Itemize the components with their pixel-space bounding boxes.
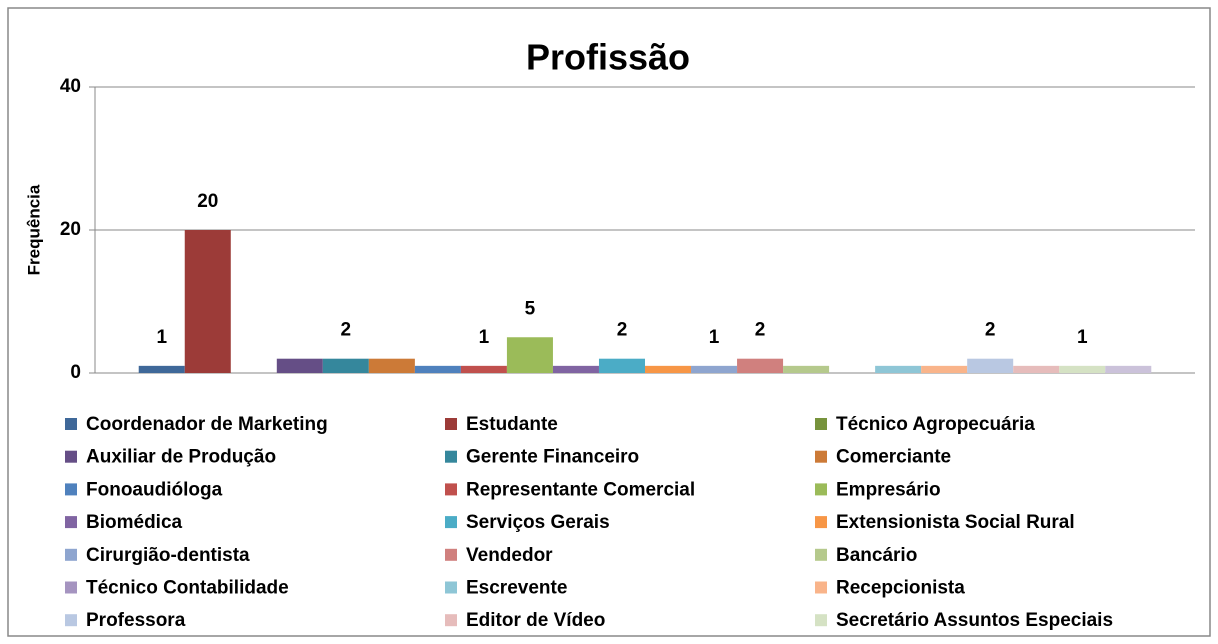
legend-swatch bbox=[445, 483, 457, 496]
legend-swatch bbox=[65, 450, 77, 463]
legend-swatch bbox=[815, 548, 827, 561]
legend-swatch bbox=[815, 483, 827, 496]
legend-label: Secretário Assuntos Especiais bbox=[836, 610, 1113, 631]
legend-swatch bbox=[815, 418, 827, 430]
y-tick-label: 0 bbox=[70, 362, 81, 383]
data-label: 2 bbox=[985, 320, 996, 341]
legend-swatch bbox=[445, 418, 457, 430]
y-tick-label: 20 bbox=[60, 219, 81, 240]
legend-label: Recepcionista bbox=[836, 578, 965, 599]
bar bbox=[552, 365, 599, 373]
bar bbox=[921, 365, 968, 373]
legend-label: Auxiliar de Produção bbox=[86, 447, 276, 468]
bar bbox=[598, 358, 645, 373]
legend-swatch bbox=[65, 516, 77, 529]
bar bbox=[737, 358, 784, 373]
legend-label: Técnico Agropecuária bbox=[836, 414, 1035, 435]
legend-swatch bbox=[815, 581, 827, 594]
legend-label: Gerente Financeiro bbox=[466, 447, 639, 468]
y-tick-label: 40 bbox=[60, 76, 81, 97]
legend-swatch bbox=[445, 581, 457, 594]
bar bbox=[414, 365, 461, 373]
data-label: 20 bbox=[197, 191, 218, 212]
legend-swatch bbox=[815, 516, 827, 529]
bar bbox=[1105, 365, 1152, 373]
legend-label: Cirurgião-dentista bbox=[86, 545, 250, 566]
legend-swatch bbox=[445, 450, 457, 463]
legend-swatch bbox=[815, 614, 827, 627]
legend-swatch bbox=[65, 581, 77, 594]
legend-label: Serviços Gerais bbox=[466, 512, 610, 533]
legend-swatch bbox=[65, 548, 77, 561]
legend-label: Editor de Vídeo bbox=[466, 610, 605, 631]
legend-label: Estudante bbox=[466, 414, 558, 435]
legend-label: Comerciante bbox=[836, 447, 951, 468]
data-label: 2 bbox=[341, 320, 352, 341]
bar bbox=[1059, 365, 1106, 373]
legend-swatch bbox=[65, 614, 77, 627]
bar bbox=[322, 358, 369, 373]
legend-label: Fonoaudióloga bbox=[86, 479, 223, 500]
data-label: 1 bbox=[156, 327, 167, 348]
legend-label: Bancário bbox=[836, 545, 917, 566]
legend-label: Técnico Contabilidade bbox=[86, 578, 289, 599]
bar bbox=[691, 365, 738, 373]
bar bbox=[783, 365, 830, 373]
data-label: 1 bbox=[709, 327, 720, 348]
legend-label: Escrevente bbox=[466, 578, 567, 599]
bar bbox=[368, 358, 415, 373]
data-label: 5 bbox=[525, 298, 536, 319]
bar bbox=[967, 358, 1014, 373]
legend-label: Coordenador de Marketing bbox=[86, 414, 328, 435]
legend-swatch bbox=[445, 516, 457, 529]
data-label: 1 bbox=[1077, 327, 1088, 348]
bar bbox=[1013, 365, 1060, 373]
legend-label: Extensionista Social Rural bbox=[836, 512, 1075, 533]
bar bbox=[276, 358, 323, 373]
data-label: 2 bbox=[755, 320, 766, 341]
legend-swatch bbox=[445, 614, 457, 627]
bar bbox=[138, 365, 185, 373]
legend-swatch bbox=[65, 483, 77, 496]
legend-label: Representante Comercial bbox=[466, 479, 695, 500]
y-axis-label: Frequência bbox=[24, 184, 43, 275]
legend-label: Biomédica bbox=[86, 512, 183, 533]
bar bbox=[460, 365, 507, 373]
bar bbox=[645, 365, 692, 373]
bar bbox=[875, 365, 922, 373]
bar bbox=[506, 337, 553, 373]
legend-swatch bbox=[445, 548, 457, 561]
legend-swatch bbox=[815, 450, 827, 463]
data-label: 2 bbox=[617, 320, 628, 341]
bar bbox=[184, 230, 231, 373]
data-label: 1 bbox=[479, 327, 490, 348]
legend-label: Professora bbox=[86, 610, 186, 631]
chart-title: Profissão bbox=[526, 37, 690, 78]
legend-label: Vendedor bbox=[466, 545, 553, 566]
legend-swatch bbox=[65, 418, 77, 430]
legend-label: Empresário bbox=[836, 479, 941, 500]
